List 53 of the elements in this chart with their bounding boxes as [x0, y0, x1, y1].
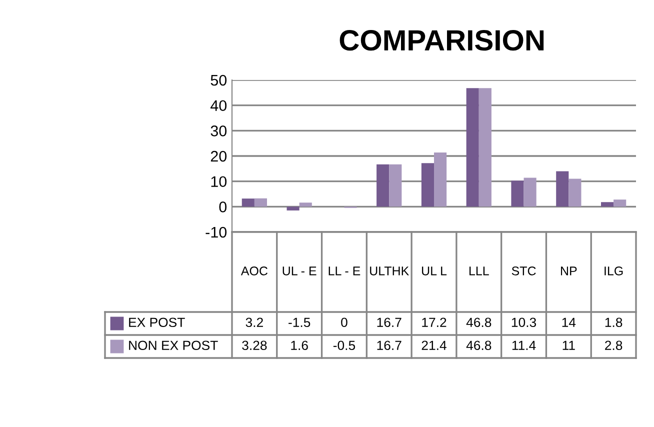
- bar: [286, 206, 300, 210]
- data-label: -1.5: [288, 318, 310, 328]
- y-tick-label: 10: [211, 176, 227, 188]
- bar: [254, 198, 268, 207]
- y-tick-label: 50: [210, 74, 227, 86]
- data-label: 2.8: [605, 340, 622, 350]
- bar: [600, 202, 614, 207]
- y-tick-label: -10: [206, 226, 227, 238]
- y-tick-label: 0: [219, 202, 227, 212]
- x-tick-label: UL L: [422, 266, 447, 276]
- data-label: 11.4: [512, 340, 536, 350]
- x-tick-label: UL - E: [282, 266, 316, 276]
- data-label: 10.3: [512, 318, 536, 328]
- y-tick-label: 40: [210, 100, 227, 112]
- x-tick-label: LL - E: [328, 266, 360, 276]
- data-label: 16.7: [377, 318, 402, 328]
- bar: [299, 202, 312, 207]
- data-label: 3.2: [246, 318, 263, 328]
- data-label: 1.8: [605, 318, 622, 328]
- y-tick-label: 20: [210, 150, 227, 162]
- data-label: 46.8: [466, 318, 492, 328]
- bar: [511, 180, 524, 207]
- legend-label: NON EX POST: [129, 340, 218, 350]
- bar: [556, 171, 569, 207]
- y-tick-label: 30: [210, 126, 227, 136]
- bar: [242, 198, 254, 207]
- bar: [478, 88, 492, 207]
- data-label: 14: [562, 318, 576, 327]
- data-label: 0: [341, 318, 348, 328]
- bar: [568, 178, 582, 207]
- bar: [421, 163, 434, 207]
- data-label: 46.8: [466, 340, 492, 350]
- x-tick-label: ILG: [604, 266, 623, 276]
- data-label: 21.4: [422, 340, 446, 350]
- x-tick-label: AOC: [240, 266, 268, 276]
- chart-title: COMPARISION: [340, 30, 544, 51]
- bar: [466, 88, 479, 207]
- data-label: 16.7: [377, 340, 402, 350]
- bar: [389, 164, 402, 207]
- data-label: 1.6: [291, 340, 308, 350]
- x-tick-label: STC: [512, 266, 536, 276]
- bar: [524, 178, 536, 207]
- data-label: 17.2: [422, 318, 446, 327]
- x-tick-label: LLL: [469, 266, 489, 276]
- x-tick-label: NP: [561, 266, 577, 276]
- data-label: -0.5: [333, 340, 356, 350]
- data-label: 11: [562, 340, 575, 350]
- x-tick-label: ULTHK: [370, 266, 409, 276]
- bar: [434, 152, 447, 207]
- bar: [614, 200, 626, 207]
- bar: [376, 164, 390, 207]
- data-label: 3.28: [242, 340, 267, 350]
- legend-label: EX POST: [129, 318, 185, 328]
